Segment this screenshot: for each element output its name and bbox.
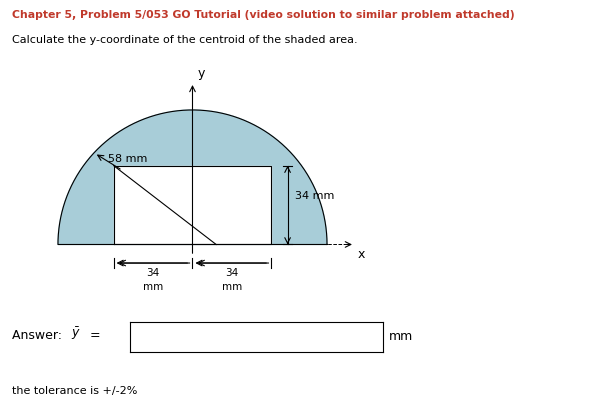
Text: Answer:: Answer: [12,329,70,342]
Text: 58 mm: 58 mm [109,154,148,164]
Text: mm: mm [222,281,242,291]
Polygon shape [113,166,271,244]
Polygon shape [58,110,327,244]
Text: y: y [197,67,204,80]
Text: the tolerance is +/-2%: the tolerance is +/-2% [12,386,137,396]
Text: $\bar{y}$: $\bar{y}$ [71,325,81,342]
Text: mm: mm [389,330,413,343]
Text: 34 mm: 34 mm [294,191,334,201]
Text: mm: mm [143,281,163,291]
Text: Calculate the y-coordinate of the centroid of the shaded area.: Calculate the y-coordinate of the centro… [12,35,358,45]
Text: x: x [357,248,365,261]
Text: 34: 34 [226,268,239,278]
Text: 34: 34 [147,268,160,278]
Text: =: = [89,329,100,342]
Text: Chapter 5, Problem 5/053 GO Tutorial (video solution to similar problem attached: Chapter 5, Problem 5/053 GO Tutorial (vi… [12,10,515,20]
